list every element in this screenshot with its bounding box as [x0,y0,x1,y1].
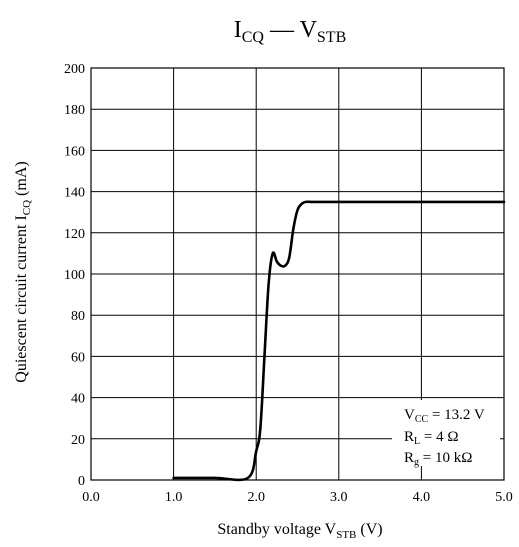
grid [90,67,505,481]
x-tick-label: 3.0 [330,490,348,505]
x-axis-label: Standby voltage VSTB (V) [217,521,382,541]
y-tick-label: 140 [64,186,85,201]
annotation-vcc: VCC = 13.2 V [404,407,485,425]
annotation-rl: RL = 4 Ω [404,429,458,447]
y-tick-label: 80 [71,309,85,324]
chart-title: ICQ — VSTB [234,17,347,46]
x-tick-label: 2.0 [247,490,265,505]
x-tick-label: 1.0 [165,490,183,505]
x-tick-label: 5.0 [495,490,513,505]
annotation-rg: Rg = 10 kΩ [404,450,472,468]
y-tick-label: 160 [64,144,85,159]
conditions-box-background [392,400,500,466]
y-tick-label: 60 [71,350,85,365]
y-tick-label: 180 [64,103,85,118]
y-tick-label: 200 [64,62,85,77]
plot-frame [90,67,505,481]
x-tick-label: 4.0 [413,490,431,505]
y-tick-label: 40 [71,392,85,407]
y-axis-label: Quiescent circuit current ICQ (mA) [13,161,33,382]
y-tick-labels: 0 20 40 60 80 100 120 140 160 180 200 [64,62,85,489]
y-tick-label: 0 [78,474,85,489]
x-tick-label: 0.0 [82,490,100,505]
x-tick-labels: 0.0 1.0 2.0 3.0 4.0 5.0 [82,490,513,505]
y-tick-label: 20 [71,433,85,448]
series-line [172,200,506,482]
data-series [172,200,506,482]
y-tick-label: 120 [64,227,85,242]
y-tick-label: 100 [64,268,85,283]
